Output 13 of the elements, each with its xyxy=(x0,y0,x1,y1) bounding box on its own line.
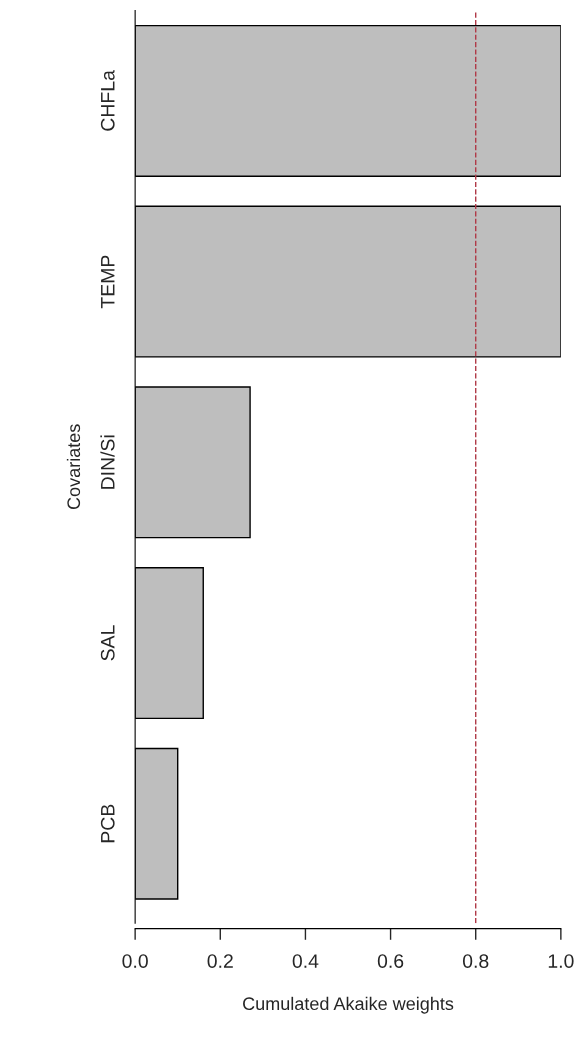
x-tick-label: 0.0 xyxy=(122,954,148,968)
y-tick-label: TEMP xyxy=(101,255,115,309)
y-axis-title: Covariates xyxy=(66,424,81,510)
x-tick-label: 0.2 xyxy=(207,954,233,968)
y-tick-label: DIN/Si xyxy=(100,435,115,489)
y-tick-label: CHFLa xyxy=(100,70,115,131)
y-tick-label: SAL xyxy=(100,625,115,661)
x-tick-label: 0.4 xyxy=(292,954,319,968)
x-axis-title: Cumulated Akaike weights xyxy=(243,996,454,1014)
x-tick-label: 0.6 xyxy=(377,954,404,968)
x-tick-label: 1.0 xyxy=(548,954,574,968)
x-tick-label: 0.8 xyxy=(462,954,489,968)
y-tick-label: PCB xyxy=(100,804,115,843)
